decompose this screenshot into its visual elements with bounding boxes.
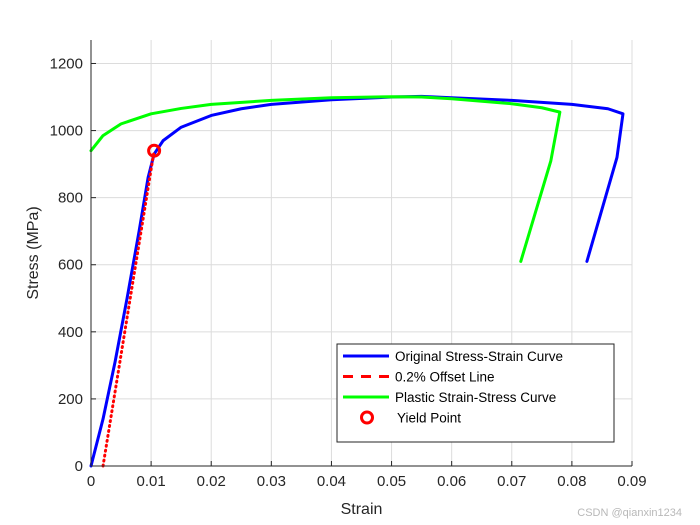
x-tick-label-5: 0.05 [377,473,406,490]
legend-box [336,343,615,443]
marker-yield-point [147,143,162,158]
x-tick-label-2: 0.02 [197,473,226,490]
watermark: CSDN @qianxin1234 [577,507,682,519]
axes [90,40,633,467]
x-tick-label-1: 0.01 [137,473,166,490]
legend: Original Stress-Strain Curve 0.2% Offset … [336,343,615,443]
y-tick-label-6: 1200 [50,55,83,72]
legend-label-0-2-offset-line: 0.2% Offset Line [395,370,495,385]
x-tick-label-4: 0.04 [317,473,346,490]
series-0-2-offset-line [101,149,156,468]
y-tick-label-3: 600 [58,257,83,274]
tick-labels: 0 0.01 0.02 0.03 0.04 0.05 0.06 0.07 0.08 0.09 0 20… [50,55,647,490]
series-plastic-strain-stress-curve [89,95,562,263]
x-tick-label-9: 0.09 [617,473,646,490]
x-tick-label-8: 0.08 [557,473,586,490]
y-tick-label-0: 0 [75,458,83,475]
series-original-stress-strain-curve [89,94,625,468]
legend-swatch-yield-point [360,410,374,425]
series-layer [89,94,625,468]
y-tick-label-4: 800 [58,190,83,207]
x-tick-label-6: 0.06 [437,473,466,490]
legend-label-yield-point: Yield Point [397,411,461,426]
x-tick-label-0: 0 [87,473,95,490]
x-tick-label-7: 0.07 [497,473,526,490]
y-tick-label-1: 200 [58,391,83,408]
x-tick-label-3: 0.03 [257,473,286,490]
y-axis-title: Stress (MPa) [25,206,42,299]
x-axis-title: Strain [341,501,383,518]
legend-label-original-stress-strain-curve: Original Stress-Strain Curve [395,349,563,364]
legend-label-plastic-strain-stress-curve: Plastic Strain-Stress Curve [395,390,556,405]
y-tick-label-2: 400 [58,324,83,341]
y-tick-label-5: 1000 [50,123,83,140]
